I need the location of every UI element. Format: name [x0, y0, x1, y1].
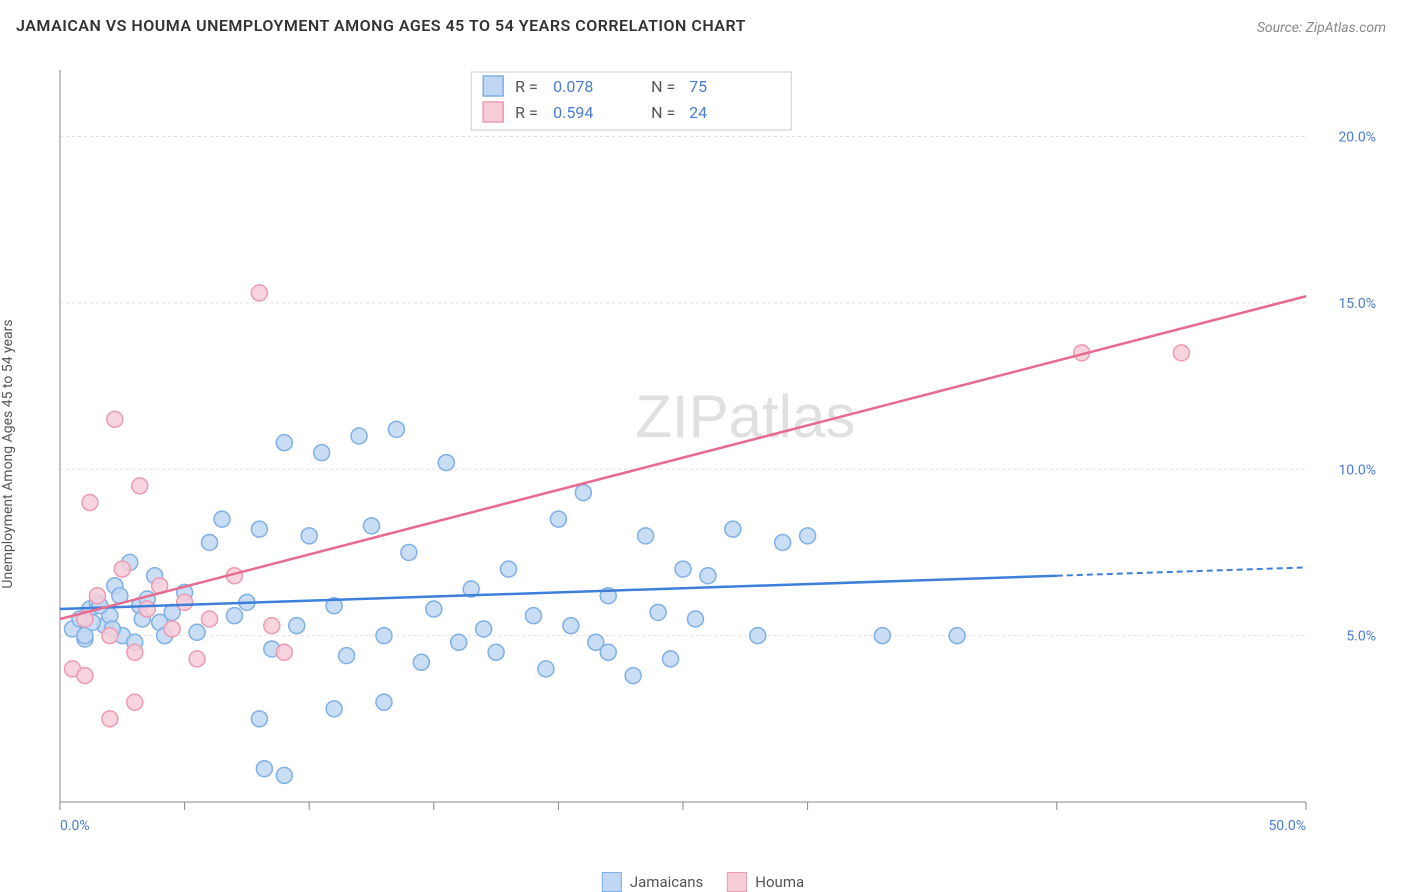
svg-text:R =: R =	[515, 77, 538, 96]
svg-text:50.0%: 50.0%	[1268, 818, 1306, 834]
chart-container: JAMAICAN VS HOUMA UNEMPLOYMENT AMONG AGE…	[0, 0, 1406, 892]
legend-label: Houma	[755, 873, 804, 891]
bottom-legend-item-houma: Houma	[727, 872, 804, 892]
legend-swatch-icon	[727, 872, 747, 892]
svg-text:10.0%: 10.0%	[1338, 462, 1376, 478]
scatter-plot-svg: 0.0% 50.0% 5.0% 10.0% 15.0% 20.0% ZIPatlas R = 0…	[50, 60, 1386, 842]
svg-text:0.594: 0.594	[553, 103, 593, 122]
svg-text:ZIPatlas: ZIPatlas	[635, 383, 855, 450]
svg-text:0.0%: 0.0%	[60, 818, 90, 834]
y-axis-label: Unemployment Among Ages 45 to 54 years	[0, 319, 16, 588]
svg-text:N =: N =	[651, 77, 675, 96]
bottom-legend: Jamaicans Houma	[602, 872, 804, 892]
svg-text:75: 75	[689, 77, 707, 96]
svg-text:5.0%: 5.0%	[1346, 629, 1376, 645]
svg-text:R =: R =	[515, 103, 538, 122]
legend-swatch-icon	[602, 872, 622, 892]
chart-title: JAMAICAN VS HOUMA UNEMPLOYMENT AMONG AGE…	[16, 16, 746, 35]
svg-text:N =: N =	[651, 103, 675, 122]
bottom-legend-item-jamaicans: Jamaicans	[602, 872, 703, 892]
svg-text:15.0%: 15.0%	[1338, 296, 1376, 312]
legend-label: Jamaicans	[630, 873, 703, 891]
plot-area: 0.0% 50.0% 5.0% 10.0% 15.0% 20.0% ZIPatlas R = 0…	[50, 60, 1386, 842]
svg-text:24: 24	[689, 103, 707, 122]
source-attribution: Source: ZipAtlas.com	[1257, 20, 1386, 36]
svg-text:20.0%: 20.0%	[1338, 130, 1376, 146]
svg-text:0.078: 0.078	[553, 77, 593, 96]
